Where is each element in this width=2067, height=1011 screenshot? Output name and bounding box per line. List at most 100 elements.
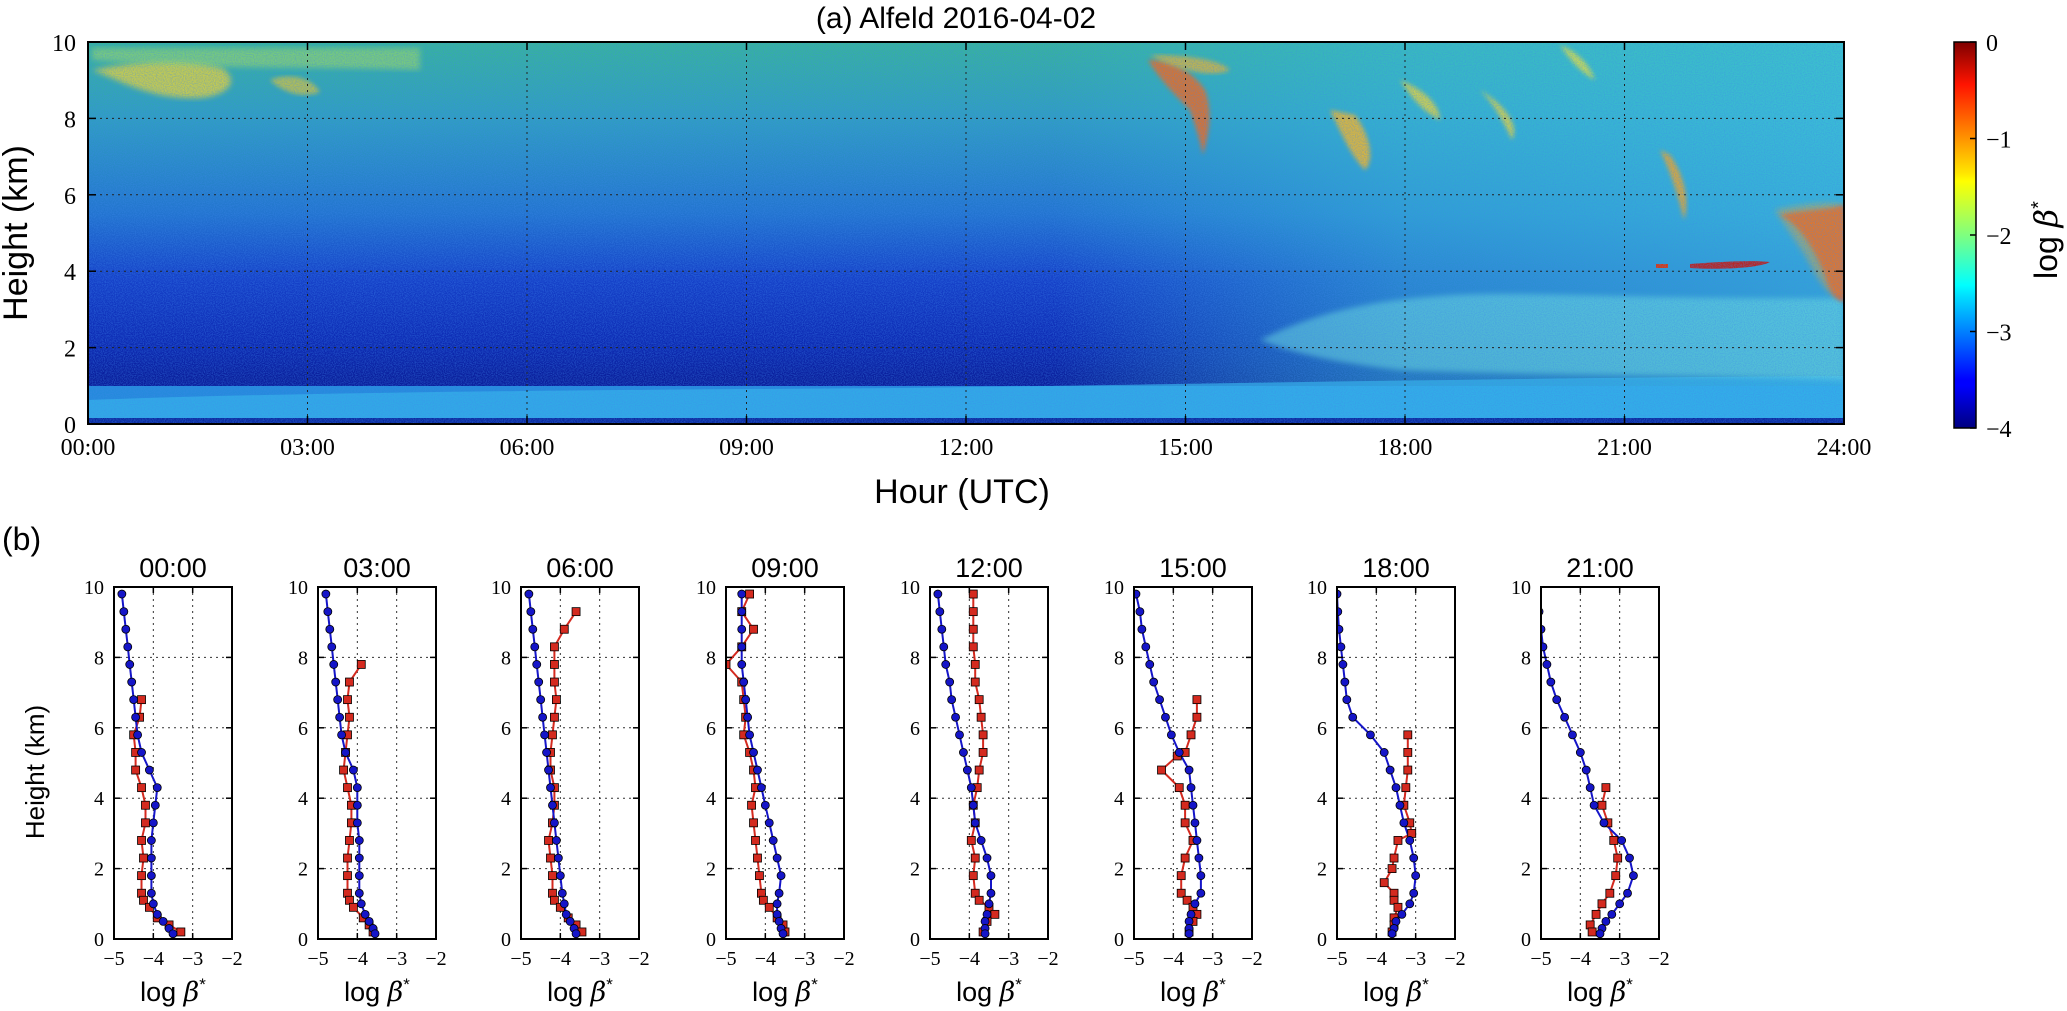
x-tick-label: −5 xyxy=(307,948,328,970)
red-marker xyxy=(1180,818,1190,828)
red-marker xyxy=(749,624,758,634)
x-tick-label: −3 xyxy=(1202,948,1223,970)
blue-marker xyxy=(1607,909,1617,919)
blue-marker xyxy=(557,888,567,898)
blue-marker xyxy=(148,899,158,909)
blue-marker xyxy=(1190,899,1200,909)
y-tick-label: 8 xyxy=(64,107,76,133)
profile-title: 18:00 xyxy=(1362,553,1430,583)
red-marker xyxy=(755,871,764,881)
blue-marker xyxy=(364,917,374,926)
blue-marker xyxy=(530,642,540,652)
profile-panel-7: 21:00 −5 −4 −3 −2 0 2 4 6 8 10 log β* xyxy=(1511,553,1670,1008)
colorbar: 0 −1 −2 −3 −4 log β* xyxy=(1953,31,2065,443)
blue-marker xyxy=(354,853,364,863)
blue-marker xyxy=(348,765,358,775)
red-marker xyxy=(343,853,352,863)
profile-title: 12:00 xyxy=(955,553,1023,583)
red-marker xyxy=(970,677,980,687)
red-marker xyxy=(970,853,980,863)
blue-marker xyxy=(1192,836,1202,845)
blue-marker xyxy=(146,888,156,898)
y-tick-label: 0 xyxy=(1317,929,1327,951)
blue-marker xyxy=(968,800,978,810)
blue-marker xyxy=(1149,677,1159,687)
blue-marker xyxy=(323,607,333,617)
x-tick-label: 18:00 xyxy=(1378,435,1433,461)
profile-xlabel: log β* xyxy=(1363,975,1429,1008)
red-marker xyxy=(131,765,141,775)
blue-marker xyxy=(337,730,347,740)
red-marker xyxy=(1403,748,1413,757)
red-marker xyxy=(1605,888,1615,898)
blue-marker xyxy=(532,660,542,669)
y-tick-label: 2 xyxy=(1317,859,1327,881)
red-marker xyxy=(345,836,354,845)
blue-marker xyxy=(772,853,782,863)
blue-marker xyxy=(757,783,766,793)
blue-marker xyxy=(737,642,747,652)
blue-marker xyxy=(962,765,972,775)
x-tick-label: −5 xyxy=(1530,948,1551,970)
red-marker xyxy=(1180,800,1190,810)
y-tick-label: 6 xyxy=(706,718,716,740)
blue-marker xyxy=(982,853,992,863)
y-tick-label: 0 xyxy=(1114,929,1124,951)
blue-marker xyxy=(1141,642,1151,652)
blue-marker xyxy=(772,899,782,909)
blue-marker xyxy=(550,818,559,828)
x-tick-label: −2 xyxy=(221,948,242,970)
y-tick-label: 4 xyxy=(1521,788,1531,810)
blue-marker xyxy=(737,589,747,599)
blue-marker xyxy=(331,677,341,687)
blue-marker xyxy=(1601,917,1611,926)
red-marker xyxy=(548,871,557,881)
blue-marker xyxy=(553,853,563,863)
blue-marker xyxy=(1542,660,1552,669)
blue-marker xyxy=(1342,695,1352,705)
profile-frame xyxy=(725,586,845,940)
x-tick-label: −4 xyxy=(1163,948,1184,970)
red-marker xyxy=(571,607,581,617)
profile-panel-5: 15:00 −5 −4 −3 −2 0 2 4 6 8 10 log β* xyxy=(1104,553,1263,1008)
red-marker xyxy=(550,712,559,722)
blue-marker xyxy=(356,899,366,909)
x-tick-label: 03:00 xyxy=(280,435,335,461)
blue-marker xyxy=(536,695,546,705)
profile-xlabel: log β* xyxy=(140,975,206,1008)
x-tick-label: −4 xyxy=(1570,948,1591,970)
red-marker xyxy=(1587,927,1597,937)
blue-marker xyxy=(1397,909,1407,919)
y-tick-label: 2 xyxy=(706,859,716,881)
blue-marker xyxy=(552,836,561,845)
red-marker xyxy=(559,624,569,634)
red-marker xyxy=(968,624,978,634)
blue-marker xyxy=(739,677,749,687)
red-marker xyxy=(1182,895,1192,905)
x-tick-label: −3 xyxy=(794,948,815,970)
y-tick-label: 4 xyxy=(1317,788,1327,810)
x-tick-label: −2 xyxy=(1037,948,1058,970)
blue-marker xyxy=(546,783,555,793)
blue-marker xyxy=(1196,888,1206,898)
blue-marker xyxy=(1541,592,1542,597)
red-marker xyxy=(1186,730,1196,740)
y-tick-label: 8 xyxy=(501,647,511,669)
colorbar-ticks: 0 −1 −2 −3 −4 xyxy=(1970,31,2012,443)
y-tick-label: 10 xyxy=(1104,577,1124,599)
red-marker xyxy=(758,895,768,905)
red-marker xyxy=(974,695,984,705)
red-marker xyxy=(339,765,348,775)
red-marker xyxy=(970,660,980,669)
x-tick-label: −4 xyxy=(959,948,980,970)
blue-marker xyxy=(764,818,774,828)
y-tick-label: 4 xyxy=(64,260,76,286)
blue-marker xyxy=(737,660,747,669)
blue-profile-line xyxy=(1541,620,1635,935)
blue-marker xyxy=(945,677,955,687)
profile-frame xyxy=(520,586,640,940)
blue-marker xyxy=(144,765,154,775)
blue-marker xyxy=(1145,660,1155,669)
red-marker xyxy=(1393,836,1403,845)
profile-title: 15:00 xyxy=(1159,553,1227,583)
